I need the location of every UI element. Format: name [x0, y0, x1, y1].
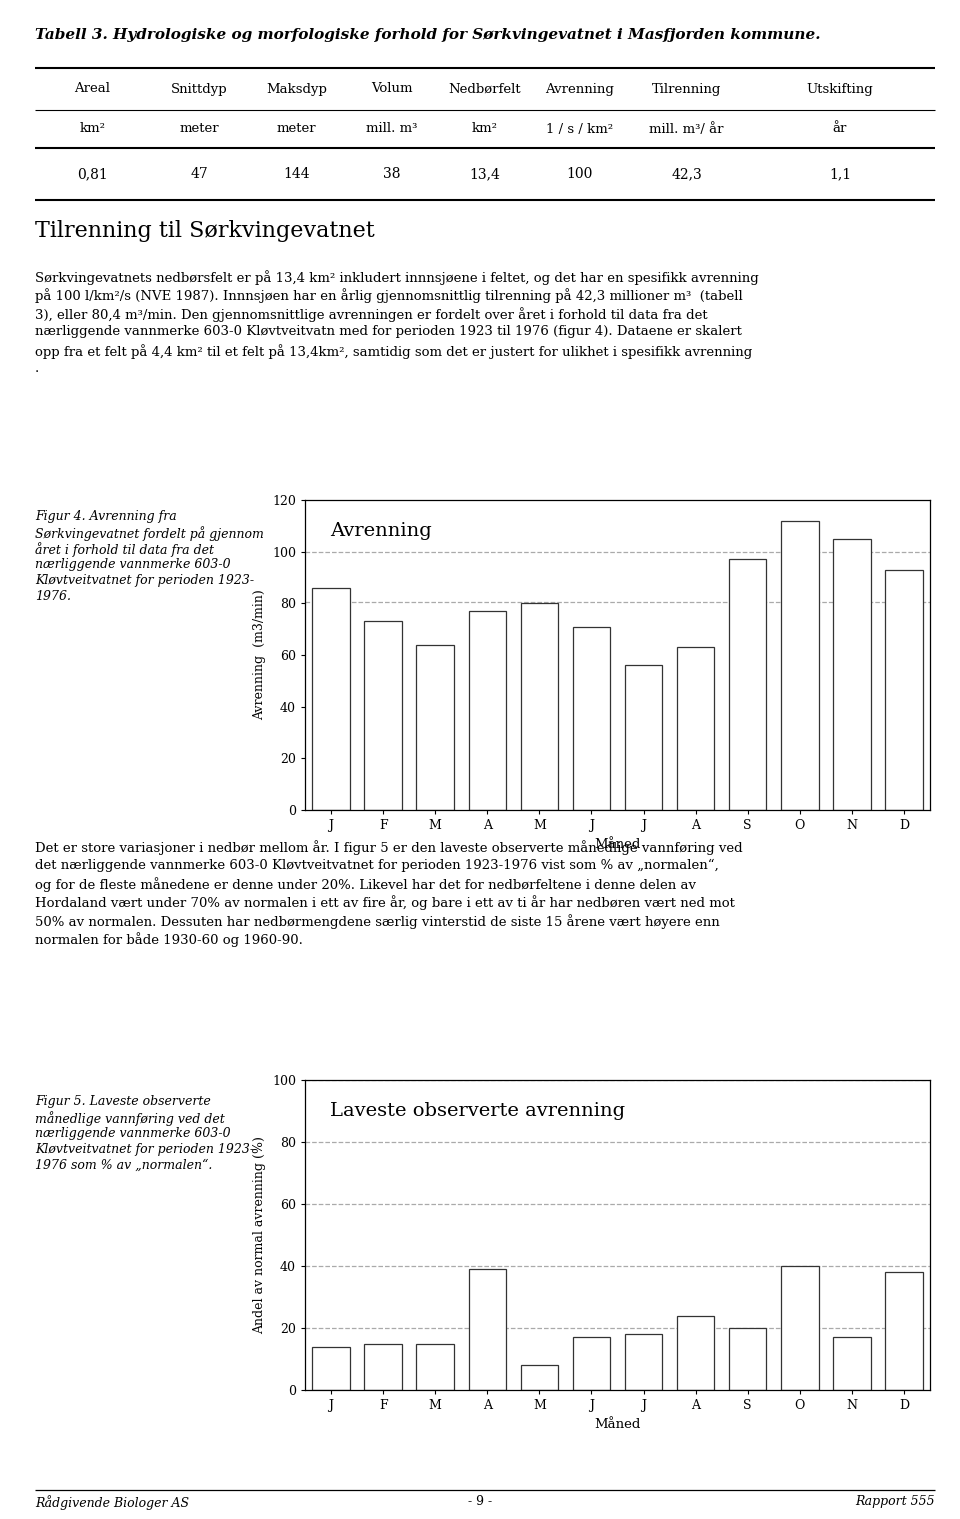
Text: mill. m³/ år: mill. m³/ år — [649, 123, 724, 135]
Bar — [417, 1343, 454, 1390]
Text: meter: meter — [180, 123, 219, 135]
Text: Kløvtveitvatnet for perioden 1923-: Kløvtveitvatnet for perioden 1923- — [35, 574, 254, 586]
Bar — [781, 1265, 819, 1390]
Text: Rådgivende Biologer AS: Rådgivende Biologer AS — [35, 1495, 189, 1510]
Text: Volum: Volum — [371, 82, 412, 96]
Text: nærliggende vannmerke 603-0 Kløvtveitvatn med for perioden 1923 til 1976 (figur : nærliggende vannmerke 603-0 Kløvtveitvat… — [35, 325, 742, 339]
Bar — [365, 621, 402, 810]
Bar — [312, 588, 349, 810]
Text: på 100 l/km²/s (NVE 1987). Innnsjøen har en årlig gjennomsnittlig tilrenning på : på 100 l/km²/s (NVE 1987). Innnsjøen har… — [35, 289, 743, 304]
Y-axis label: Andel av normal avrenning (%): Andel av normal avrenning (%) — [253, 1136, 267, 1334]
Text: Tilrenning: Tilrenning — [652, 82, 721, 96]
Text: det nærliggende vannmerke 603-0 Kløvtveitvatnet for perioden 1923-1976 vist som : det nærliggende vannmerke 603-0 Kløvtvei… — [35, 858, 719, 872]
Bar — [885, 1273, 923, 1390]
Text: 13,4: 13,4 — [469, 167, 500, 181]
Bar — [677, 1315, 714, 1390]
Bar — [729, 559, 766, 810]
Text: 1 / s / km²: 1 / s / km² — [546, 123, 613, 135]
Bar — [520, 1366, 558, 1390]
Text: 1,1: 1,1 — [828, 167, 852, 181]
Text: 0,81: 0,81 — [77, 167, 108, 181]
Text: Hordaland vært under 70% av normalen i ett av fire år, og bare i ett av ti år ha: Hordaland vært under 70% av normalen i e… — [35, 896, 734, 910]
Text: Snittdyp: Snittdyp — [171, 82, 228, 96]
Text: Maksdyp: Maksdyp — [266, 82, 327, 96]
Bar — [573, 1337, 611, 1390]
Text: Figur 5. Laveste observerte: Figur 5. Laveste observerte — [35, 1095, 211, 1107]
Text: .: . — [35, 363, 39, 375]
Text: månedlige vannføring ved det: månedlige vannføring ved det — [35, 1110, 225, 1126]
X-axis label: Måned: Måned — [594, 837, 640, 851]
Bar — [625, 665, 662, 810]
Text: Det er store variasjoner i nedbør mellom år. I figur 5 er den laveste observerte: Det er store variasjoner i nedbør mellom… — [35, 840, 743, 855]
Text: meter: meter — [276, 123, 316, 135]
Text: Sørkvingevatnet fordelt på gjennom: Sørkvingevatnet fordelt på gjennom — [35, 526, 264, 541]
Text: normalen for både 1930-60 og 1960-90.: normalen for både 1930-60 og 1960-90. — [35, 933, 302, 948]
Bar — [417, 644, 454, 810]
Text: 42,3: 42,3 — [671, 167, 702, 181]
Text: Avrenning: Avrenning — [330, 521, 432, 539]
Bar — [833, 1337, 871, 1390]
Text: året i forhold til data fra det: året i forhold til data fra det — [35, 542, 214, 557]
Bar — [781, 521, 819, 810]
Text: Kløvtveitvatnet for perioden 1923-: Kløvtveitvatnet for perioden 1923- — [35, 1142, 254, 1156]
Text: opp fra et felt på 4,4 km² til et felt på 13,4km², samtidig som det er justert f: opp fra et felt på 4,4 km² til et felt p… — [35, 343, 753, 358]
Text: mill. m³: mill. m³ — [366, 123, 418, 135]
Bar — [729, 1328, 766, 1390]
Text: 50% av normalen. Dessuten har nedbørmengdene særlig vinterstid de siste 15 årene: 50% av normalen. Dessuten har nedbørmeng… — [35, 914, 720, 930]
Text: og for de fleste månedene er denne under 20%. Likevel har det for nedbørfeltene : og for de fleste månedene er denne under… — [35, 876, 696, 892]
Bar — [520, 603, 558, 810]
Bar — [677, 647, 714, 810]
Text: Tabell 3. Hydrologiske og morfologiske forhold for Sørkvingevatnet i Masfjorden : Tabell 3. Hydrologiske og morfologiske f… — [35, 27, 821, 43]
Text: 100: 100 — [566, 167, 593, 181]
Bar — [885, 570, 923, 810]
Text: 38: 38 — [383, 167, 400, 181]
Text: Nedbørfelt: Nedbørfelt — [448, 82, 521, 96]
Text: Tilrenning til Sørkvingevatnet: Tilrenning til Sørkvingevatnet — [35, 220, 374, 242]
Text: km²: km² — [472, 123, 498, 135]
Text: nærliggende vannmerke 603-0: nærliggende vannmerke 603-0 — [35, 557, 230, 571]
Text: år: år — [833, 123, 847, 135]
Text: 1976.: 1976. — [35, 589, 71, 603]
Text: 1976 som % av „normalen“.: 1976 som % av „normalen“. — [35, 1159, 212, 1173]
Text: Rapport 555: Rapport 555 — [855, 1495, 935, 1508]
Text: 144: 144 — [283, 167, 310, 181]
Text: Areal: Areal — [75, 82, 110, 96]
Bar — [833, 539, 871, 810]
Text: Laveste observerte avrenning: Laveste observerte avrenning — [330, 1101, 625, 1120]
Bar — [312, 1347, 349, 1390]
Text: 47: 47 — [190, 167, 208, 181]
Bar — [468, 611, 506, 810]
Y-axis label: Avrenning  (m3/min): Avrenning (m3/min) — [253, 589, 267, 720]
Text: Sørkvingevatnets nedbørsfelt er på 13,4 km² inkludert innnsjøene i feltet, og de: Sørkvingevatnets nedbørsfelt er på 13,4 … — [35, 270, 758, 286]
Text: nærliggende vannmerke 603-0: nærliggende vannmerke 603-0 — [35, 1127, 230, 1139]
Bar — [573, 626, 611, 810]
Text: Figur 4. Avrenning fra: Figur 4. Avrenning fra — [35, 510, 177, 523]
X-axis label: Måned: Måned — [594, 1417, 640, 1431]
Bar — [468, 1268, 506, 1390]
Text: km²: km² — [80, 123, 106, 135]
Text: - 9 -: - 9 - — [468, 1495, 492, 1508]
Text: 3), eller 80,4 m³/min. Den gjennomsnittlige avrenningen er fordelt over året i f: 3), eller 80,4 m³/min. Den gjennomsnittl… — [35, 307, 708, 322]
Bar — [365, 1343, 402, 1390]
Text: Utskifting: Utskifting — [806, 82, 874, 96]
Bar — [625, 1334, 662, 1390]
Text: Avrenning: Avrenning — [545, 82, 614, 96]
